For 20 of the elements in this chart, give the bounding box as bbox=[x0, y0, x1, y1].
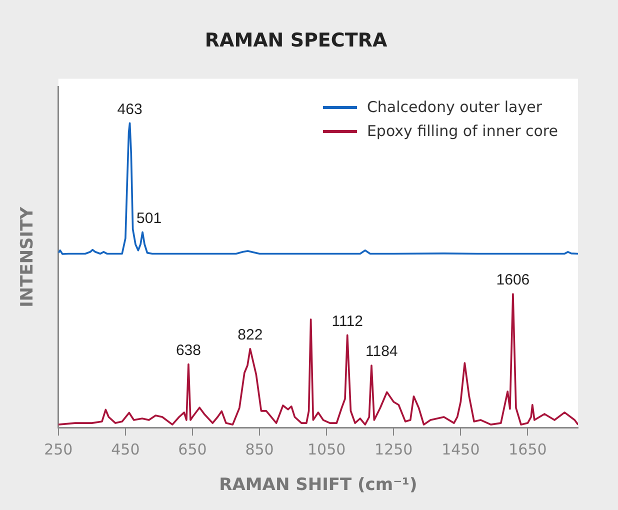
legend-label: Epoxy filling of inner core bbox=[366, 122, 558, 140]
y-axis-title: INTENSITY bbox=[18, 206, 38, 308]
x-tick-label: 1250 bbox=[374, 440, 413, 458]
x-tick-label: 250 bbox=[44, 440, 73, 458]
annotation: 822 bbox=[238, 326, 263, 344]
annotation: 638 bbox=[176, 342, 201, 359]
annotation: 1184 bbox=[366, 343, 398, 360]
annotation: 463 bbox=[117, 100, 142, 118]
x-tick-label: 1450 bbox=[442, 440, 480, 458]
legend-label: Chalcedony outer layer bbox=[366, 98, 542, 116]
x-axis-title: RAMAN SHIFT (cm⁻¹) bbox=[219, 475, 418, 496]
annotation: 1606 bbox=[496, 272, 530, 289]
x-tick-label: 850 bbox=[245, 440, 274, 458]
x-tick-label: 650 bbox=[178, 440, 207, 458]
annotation: 501 bbox=[136, 210, 162, 227]
annotation: 1112 bbox=[332, 312, 363, 330]
x-tick-label: 450 bbox=[111, 440, 140, 458]
x-tick-label: 1050 bbox=[307, 440, 346, 458]
chart-title: RAMAN SPECTRA bbox=[204, 29, 388, 52]
x-tick-label: 1650 bbox=[508, 440, 547, 458]
